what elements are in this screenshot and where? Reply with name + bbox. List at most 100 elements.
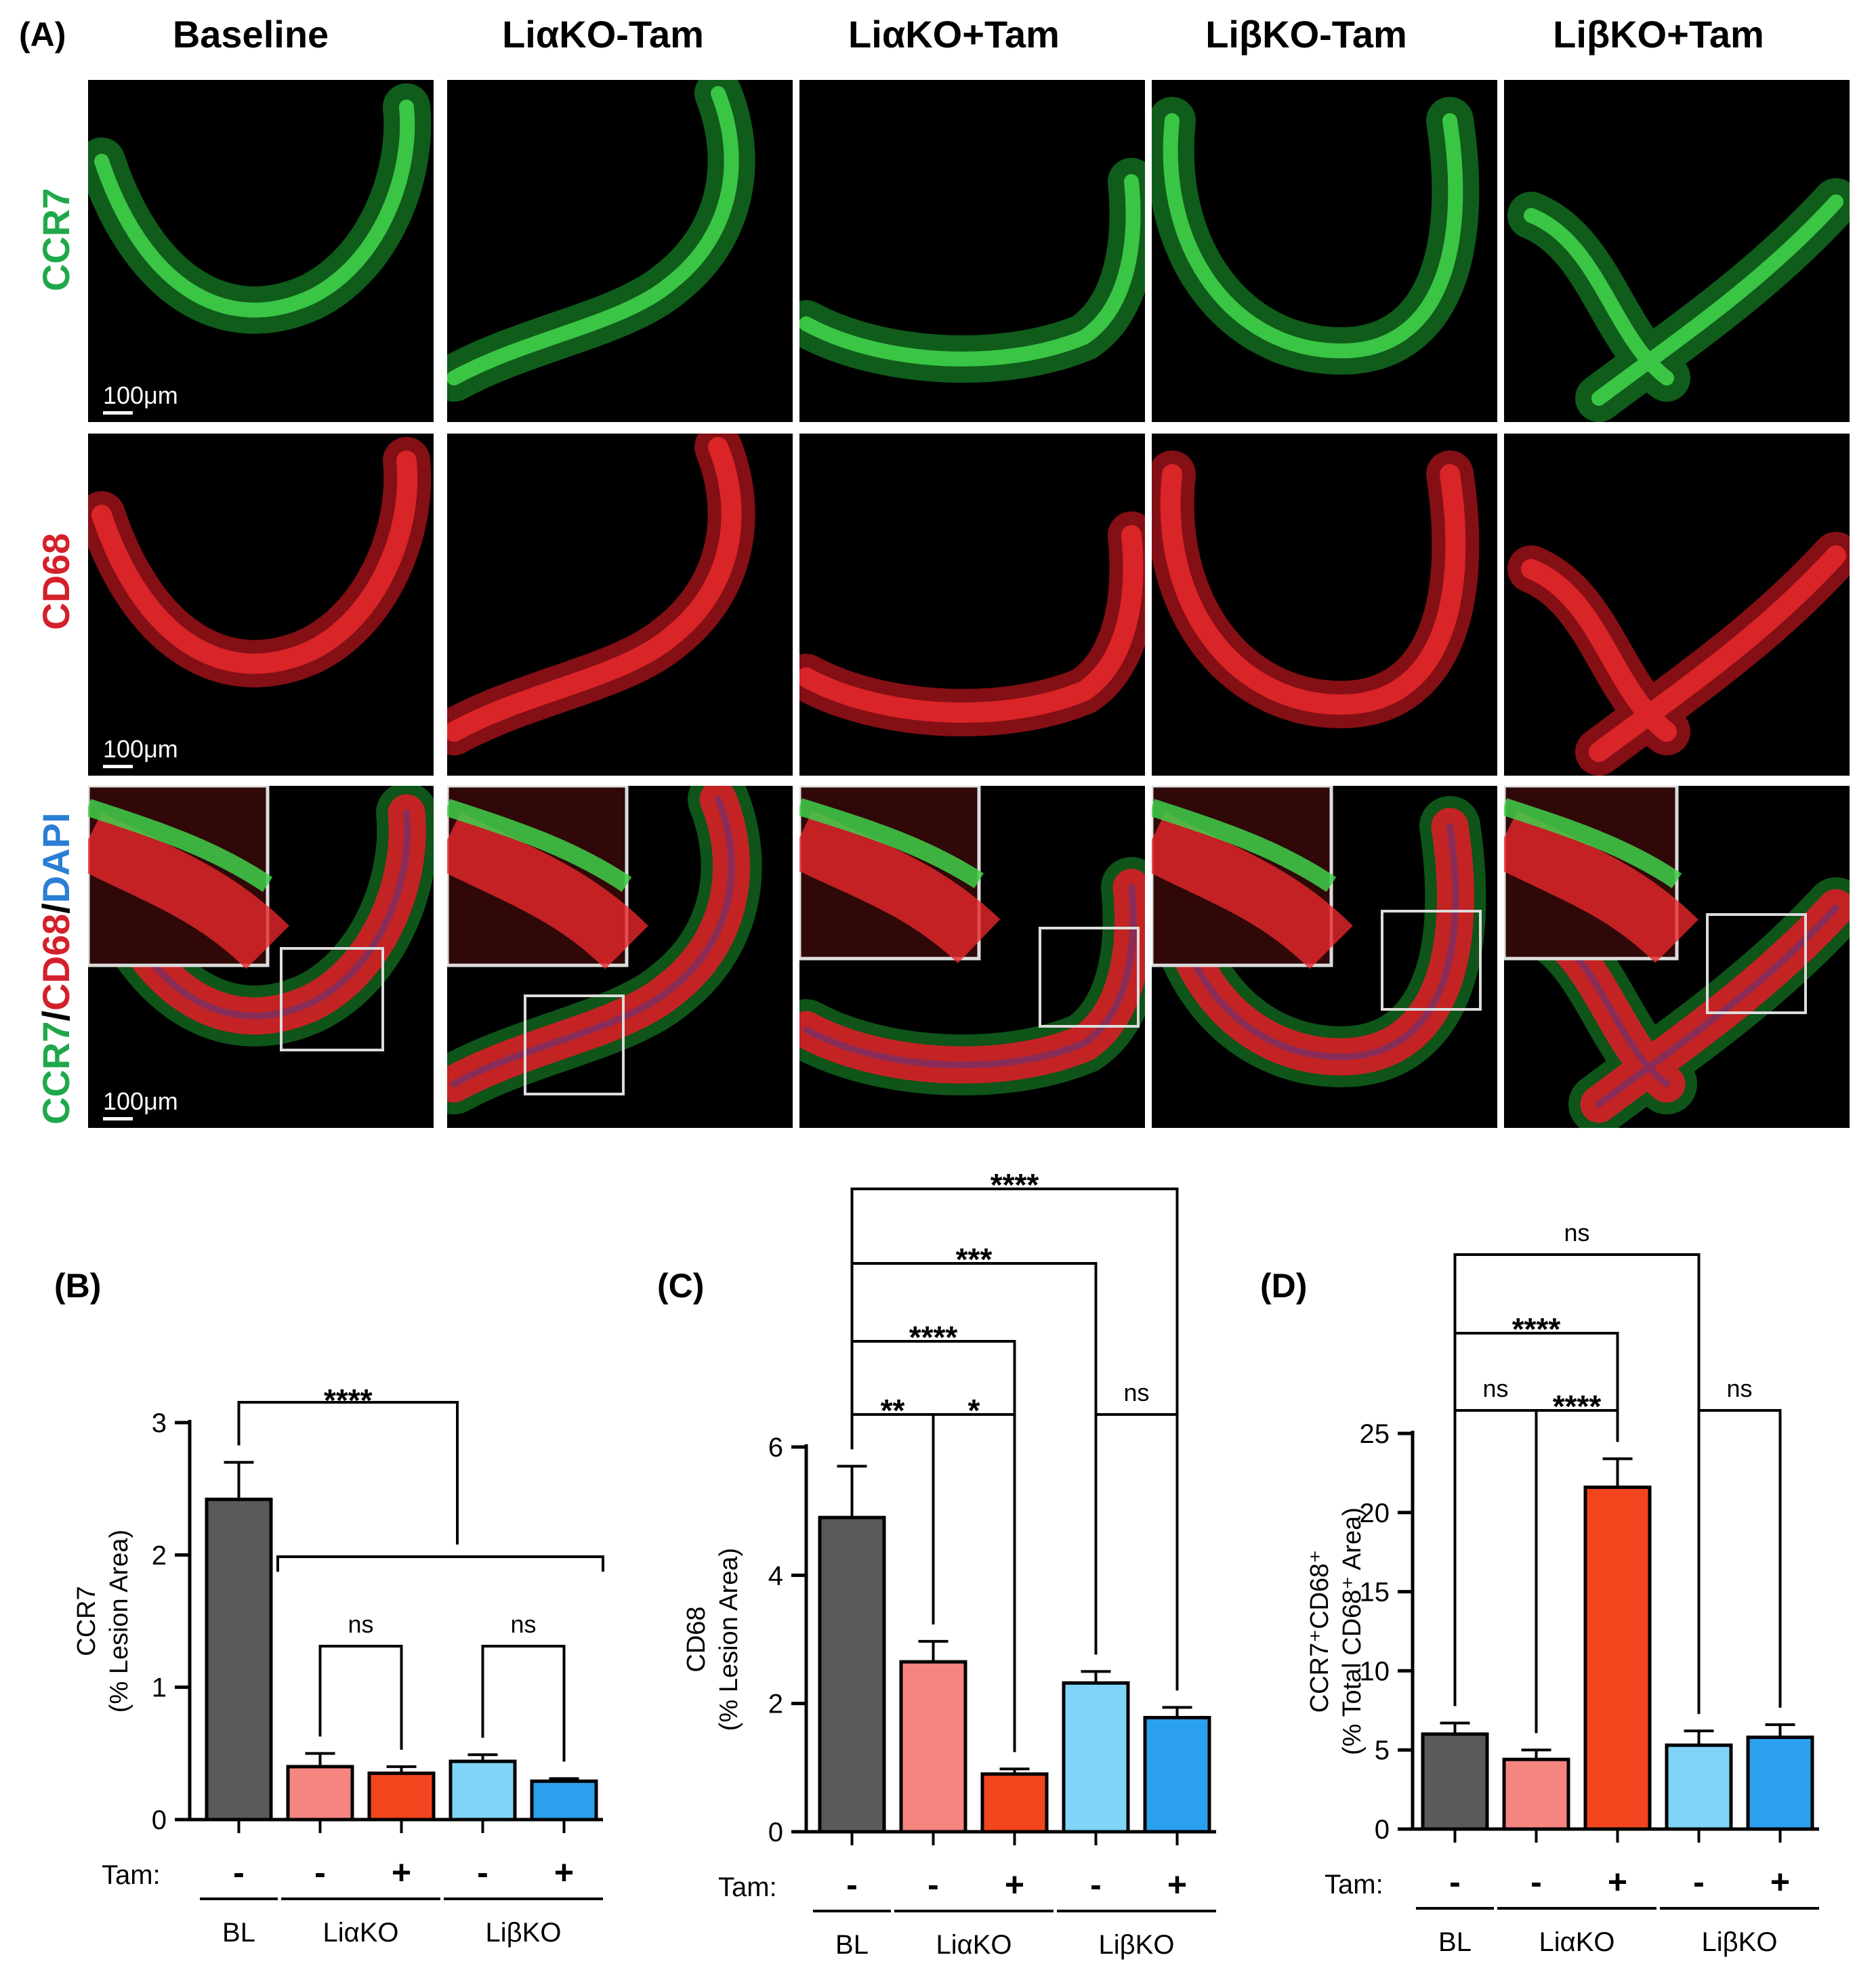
chart-b: (B) CCR7 (% Lesion Area) 0 1 2 3 Tam: - - + - + BL Liα… <box>0 1152 610 1969</box>
y-axis-label: CD68 (% Lesion Area) <box>682 1548 743 1731</box>
y-tick-label: 15 <box>1360 1578 1390 1608</box>
micrograph-ccr7-baseline: 100μm <box>88 80 434 422</box>
y-tick-label: 20 <box>1360 1498 1390 1528</box>
bar <box>1421 1732 1489 1831</box>
significance-bracket <box>850 1262 1098 1655</box>
chart-c: (C) CD68 (% Lesion Area) 0 2 4 6 Tam: - - + - + BL Liα… <box>610 1152 1233 1969</box>
bar <box>1062 1681 1130 1834</box>
bar <box>1502 1757 1570 1831</box>
bar <box>1583 1485 1652 1831</box>
significance-label: ns <box>348 1610 373 1638</box>
significance-label: **** <box>1512 1312 1561 1347</box>
bar <box>1143 1715 1211 1834</box>
scale-bar-line <box>103 411 133 415</box>
scale-bar-label: 100μm <box>103 381 178 409</box>
y-axis-label-line-2: (% Lesion Area) <box>105 1530 133 1713</box>
significance-label: **** <box>909 1320 958 1355</box>
row-label-part: CCR7 <box>35 188 77 291</box>
micrograph-ccr7-liako-minus-tam <box>447 80 793 422</box>
micrograph-cd68-liako-plus-tam <box>799 434 1145 776</box>
tam-symbol: - <box>233 1853 245 1891</box>
micrograph-merge-liako-plus-tam <box>799 786 1145 1128</box>
panel-label: (C) <box>657 1267 704 1305</box>
bar <box>899 1660 967 1834</box>
y-tick-label: 2 <box>152 1540 167 1570</box>
significance-bracket <box>1697 1409 1782 1715</box>
row-label-part: CD68 <box>35 532 77 630</box>
tam-symbol: - <box>927 1866 939 1904</box>
bar <box>1665 1743 1733 1831</box>
significance-label: **** <box>324 1383 373 1418</box>
tam-symbol: + <box>1005 1866 1024 1904</box>
group-label: BL <box>1438 1927 1472 1957</box>
y-tick-label: 10 <box>1360 1656 1390 1686</box>
scale-bar-label: 100μm <box>103 735 178 763</box>
scale-bar-line <box>103 765 133 768</box>
micrograph-cd68-libko-minus-tam <box>1152 434 1497 776</box>
y-tick-label: 25 <box>1360 1419 1390 1449</box>
group-label: LiαKO <box>936 1930 1012 1960</box>
bar <box>367 1771 436 1822</box>
group-label: LiβKO <box>1099 1930 1175 1960</box>
tam-symbol: - <box>846 1866 858 1904</box>
y-tick-label: 3 <box>152 1408 167 1438</box>
column-title-baseline: Baseline <box>172 13 329 56</box>
row-label-merge: CCR7/CD68/DAPI <box>34 812 78 1125</box>
y-tick-label: 0 <box>768 1818 783 1847</box>
significance-label: ns <box>510 1610 536 1638</box>
scale-bar-label: 100μm <box>103 1087 178 1115</box>
row-label-part: / <box>35 903 77 914</box>
y-axis-label-line-2: (% Total CD68⁺ Area) <box>1338 1507 1367 1755</box>
group-label: LiβKO <box>1702 1927 1778 1957</box>
significance-label: ** <box>881 1393 905 1428</box>
group-label: BL <box>222 1918 255 1948</box>
tam-symbol: - <box>314 1853 326 1891</box>
group-label: LiβKO <box>486 1918 562 1948</box>
scale-bar-line <box>103 1117 133 1120</box>
row-label-ccr7: CCR7 <box>34 188 78 291</box>
micrograph-ccr7-libko-plus-tam <box>1504 80 1850 422</box>
group-label: BL <box>835 1930 869 1960</box>
micrograph-merge-libko-minus-tam <box>1152 786 1497 1128</box>
tam-symbol: - <box>1693 1863 1705 1901</box>
tam-label: Tam: <box>102 1860 161 1890</box>
significance-label: ns <box>1564 1219 1589 1246</box>
tam-symbol: - <box>477 1853 488 1891</box>
significance-bracket <box>481 1645 566 1762</box>
micrograph-ccr7-libko-minus-tam <box>1152 80 1497 422</box>
column-title-liako-plus-tam: LiαKO+Tam <box>848 13 1060 56</box>
micrograph-cd68-baseline: 100μm <box>88 434 434 776</box>
y-axis-label-line-1: CCR7 <box>72 1586 101 1656</box>
panel-a-label: (A) <box>19 16 66 54</box>
micrograph-merge-liako-minus-tam <box>447 786 793 1128</box>
significance-label: *** <box>956 1242 993 1277</box>
significance-bracket <box>1453 1409 1538 1734</box>
chart-d: (D) CCR7⁺CD68⁺ (% Total CD68⁺ Area) 0 5 10 15 2… <box>1233 1152 1876 1969</box>
column-title-libko-plus-tam: LiβKO+Tam <box>1553 13 1764 56</box>
significance-bracket <box>1453 1253 1701 1715</box>
y-tick-label: 6 <box>768 1433 783 1463</box>
bar <box>530 1779 598 1822</box>
panel-label: (B) <box>54 1267 101 1305</box>
y-tick-label: 0 <box>1375 1815 1390 1845</box>
significance-label: ns <box>1482 1375 1508 1402</box>
row-label-part: CD68 <box>35 913 77 1011</box>
tam-symbol: + <box>1167 1866 1187 1904</box>
column-title-libko-minus-tam: LiβKO-Tam <box>1205 13 1407 56</box>
y-tick-label: 2 <box>768 1690 783 1719</box>
bar <box>818 1515 886 1834</box>
tam-label: Tam: <box>718 1872 777 1902</box>
micrograph-ccr7-liako-plus-tam <box>799 80 1145 422</box>
row-label-part: CCR7 <box>35 1021 77 1125</box>
y-axis-label-line-1: CCR7⁺CD68⁺ <box>1306 1550 1334 1713</box>
significance-bracket <box>237 1401 459 1545</box>
micrograph-merge-libko-plus-tam <box>1504 786 1850 1128</box>
tam-symbol: - <box>1449 1863 1461 1901</box>
y-tick-label: 5 <box>1375 1736 1390 1765</box>
bar <box>980 1772 1049 1834</box>
tam-symbol: + <box>392 1853 411 1891</box>
scale-bar: 100μm <box>103 381 178 415</box>
tam-symbol: - <box>1090 1866 1102 1904</box>
y-axis-label: CCR7 (% Lesion Area) <box>72 1530 133 1713</box>
panel-label: (D) <box>1260 1267 1307 1305</box>
